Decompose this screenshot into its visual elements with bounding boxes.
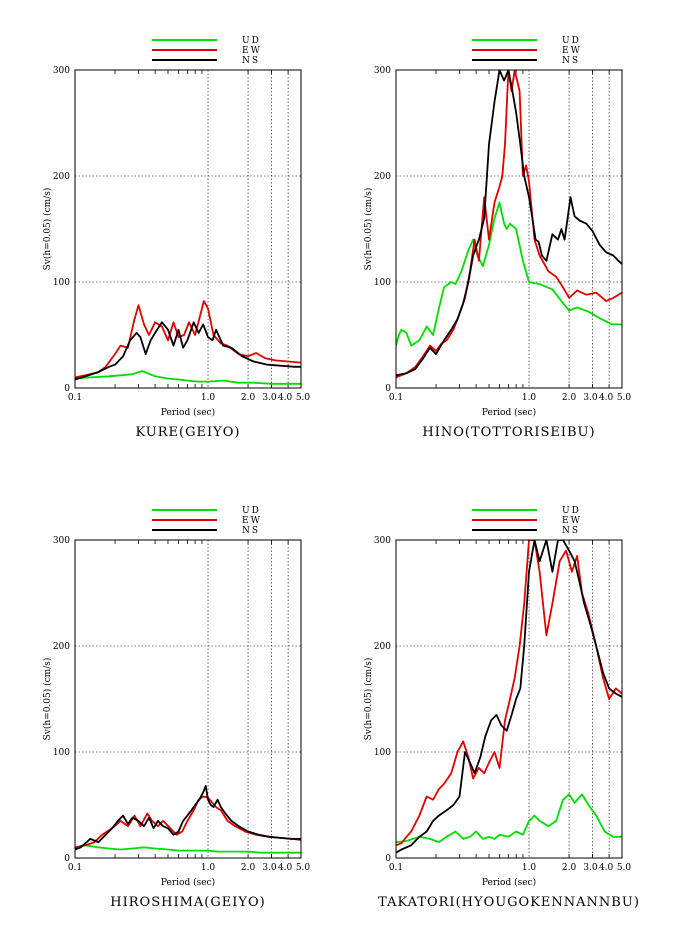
x-tick-label: 3.0	[583, 863, 598, 873]
y-tick-label: 0	[385, 854, 391, 864]
legend-label: NS	[242, 526, 260, 536]
x-tick-label: 4.0	[278, 393, 293, 403]
plot-frame	[74, 69, 302, 389]
site-title: TAKATORI(HYOUGOKENNANNBU)	[378, 895, 640, 910]
y-tick-label: 0	[64, 384, 70, 394]
y-tick-label: 300	[374, 536, 391, 546]
x-tick-label: 0.1	[389, 863, 403, 873]
legend-label: UD	[562, 36, 581, 46]
x-tick-label: 3.0	[262, 393, 277, 403]
site-title: HINO(TOTTORISEIBU)	[422, 425, 595, 440]
series-line-ew	[75, 795, 301, 849]
x-tick-label: 0.1	[68, 863, 82, 873]
x-tick-label: 5.0	[296, 863, 311, 873]
x-axis-label: Period (sec)	[482, 407, 536, 418]
y-axis-label: Sv(h=0.05) (cm/s)	[363, 658, 374, 741]
y-tick-label: 200	[53, 642, 70, 652]
x-tick-label: 2.0	[562, 863, 577, 873]
x-tick-label: 2.0	[562, 393, 577, 403]
legend-label: EW	[562, 516, 582, 526]
plot-frame	[74, 539, 302, 859]
series-line-ud	[75, 844, 301, 854]
y-axis-label: Sv(h=0.05) (cm/s)	[42, 658, 53, 741]
site-title: HIROSHIMA(GEIYO)	[110, 895, 265, 910]
legend-label: UD	[242, 506, 261, 516]
site-title: KURE(GEIYO)	[136, 425, 241, 440]
x-axis-label: Period (sec)	[161, 877, 215, 888]
x-tick-label: 5.0	[296, 393, 311, 403]
y-tick-label: 300	[53, 66, 70, 76]
y-tick-label: 200	[53, 172, 70, 182]
y-tick-label: 100	[53, 278, 70, 288]
x-axis-label: Period (sec)	[482, 877, 536, 888]
legend-label: UD	[562, 506, 581, 516]
y-axis-label: Sv(h=0.05) (cm/s)	[363, 188, 374, 271]
y-tick-label: 100	[374, 748, 391, 758]
x-tick-label: 1.0	[522, 863, 537, 873]
x-tick-label: 0.1	[389, 393, 403, 403]
x-tick-label: 1.0	[522, 393, 537, 403]
y-tick-label: 0	[64, 854, 70, 864]
series-line-ns	[75, 785, 301, 851]
legend-label: UD	[242, 36, 261, 46]
series-line-ns	[396, 540, 622, 854]
x-tick-label: 1.0	[201, 393, 216, 403]
y-axis-label: Sv(h=0.05) (cm/s)	[42, 188, 53, 271]
series-line-ud	[75, 370, 301, 385]
series-line-ew	[396, 540, 622, 847]
legend-label: EW	[242, 516, 262, 526]
legend-label: NS	[562, 56, 580, 66]
y-tick-label: 0	[385, 384, 391, 394]
x-tick-label: 3.0	[583, 393, 598, 403]
legend-label: NS	[562, 526, 580, 536]
x-axis-label: Period (sec)	[161, 407, 215, 418]
y-tick-label: 200	[374, 642, 391, 652]
plot-frame	[395, 539, 623, 859]
series-line-ud	[396, 201, 622, 347]
x-tick-label: 4.0	[599, 393, 614, 403]
series-line-ud	[396, 793, 622, 843]
y-tick-label: 300	[53, 536, 70, 546]
x-tick-label: 4.0	[599, 863, 614, 873]
y-tick-label: 300	[374, 66, 391, 76]
series-line-ew	[75, 300, 301, 379]
x-tick-label: 3.0	[262, 863, 277, 873]
series-line-ns	[75, 321, 301, 381]
x-tick-label: 4.0	[278, 863, 293, 873]
x-tick-label: 1.0	[201, 863, 216, 873]
y-tick-label: 100	[53, 748, 70, 758]
series-line-ns	[396, 70, 622, 377]
x-tick-label: 0.1	[68, 393, 82, 403]
legend-label: EW	[242, 46, 262, 56]
y-tick-label: 100	[374, 278, 391, 288]
x-tick-label: 5.0	[617, 393, 632, 403]
x-tick-label: 5.0	[617, 863, 632, 873]
x-tick-label: 2.0	[241, 393, 256, 403]
x-tick-label: 2.0	[241, 863, 256, 873]
legend-label: EW	[562, 46, 582, 56]
y-tick-label: 200	[374, 172, 391, 182]
legend-label: NS	[242, 56, 260, 66]
plot-frame	[395, 69, 623, 389]
